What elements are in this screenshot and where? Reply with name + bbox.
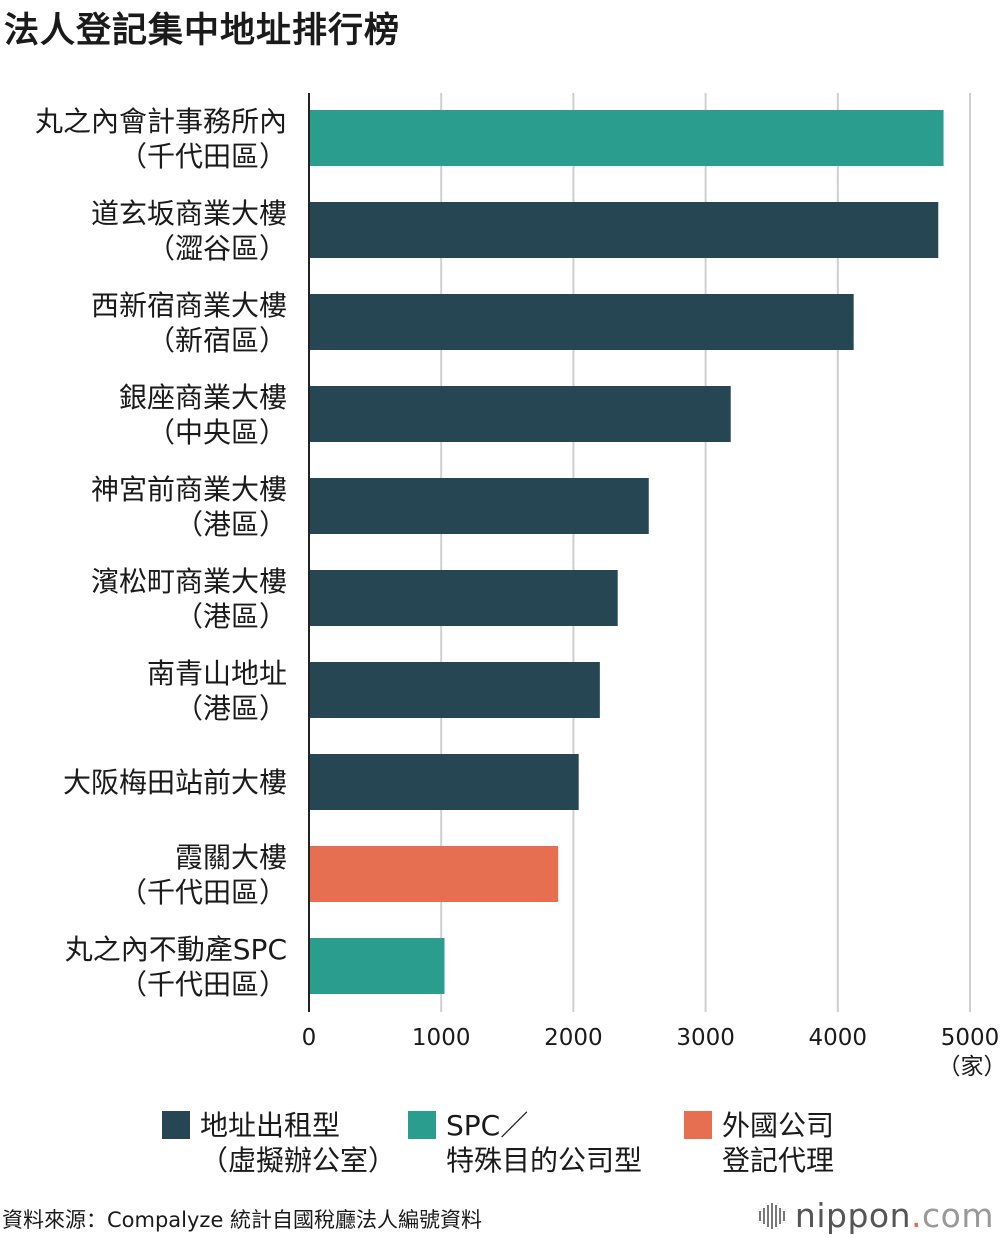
category-label-8: 霞關大樓 [175, 841, 287, 874]
bar-3 [309, 386, 731, 442]
category-sublabel-4: （港區） [175, 508, 287, 541]
logo-dot: . [911, 1196, 923, 1235]
legend-swatch-foreign-company [684, 1111, 712, 1139]
legend-label-spc: SPC／ 特殊目的公司型 [446, 1109, 643, 1177]
category-sublabel-1: （澀谷區） [147, 232, 287, 265]
bar-6 [309, 662, 600, 718]
bar-8 [309, 846, 559, 902]
category-label-1: 道玄坂商業大樓 [91, 197, 287, 230]
x-tick-label-4000: 4000 [809, 1025, 868, 1051]
bar-9 [309, 938, 445, 994]
category-label-6: 南青山地址 [147, 657, 287, 690]
category-sublabel-8: （千代田區） [119, 876, 287, 909]
bar-4 [309, 478, 649, 534]
category-sublabel-9: （千代田區） [119, 968, 287, 1001]
logo-suffix: com [922, 1196, 994, 1235]
legend-label-foreign-company: 外國公司 登記代理 [722, 1109, 835, 1177]
category-sublabel-6: （港區） [175, 692, 287, 725]
category-label-7: 大阪梅田站前大樓 [63, 766, 287, 799]
legend-swatch-spc [408, 1111, 436, 1139]
category-label-9: 丸之內不動產SPC [65, 933, 287, 966]
bar-chart: 0 1000 2000 3000 4000 5000（家）丸之內會計事務所內（千代田區）道… [35, 93, 1000, 1080]
legend-item-address-rental: 地址出租型 （虛擬辦公室） [162, 1108, 396, 1178]
category-label-0: 丸之內會計事務所內 [35, 105, 287, 138]
bar-0 [309, 110, 944, 166]
legend-item-foreign-company: 外國公司 登記代理 [684, 1108, 834, 1178]
category-sublabel-5: （港區） [175, 600, 287, 633]
logo-name: nippon [794, 1196, 912, 1235]
legend-label-address-rental: 地址出租型 （虛擬辦公室） [200, 1109, 397, 1177]
category-sublabel-2: （新宿區） [147, 324, 287, 357]
x-axis-unit: （家） [938, 1054, 1000, 1080]
x-tick-label-5000: 5000 [941, 1025, 1000, 1051]
bar-1 [309, 202, 939, 258]
legend-item-spc: SPC／ 特殊目的公司型 [408, 1108, 642, 1178]
x-tick-label-1000: 1000 [412, 1025, 471, 1051]
bar-5 [309, 570, 618, 626]
chart-title: 法人登記集中地址排行榜 [4, 11, 401, 51]
legend: 地址出租型 （虛擬辦公室） SPC／ 特殊目的公司型 外國公司 登記代理 [0, 1108, 1000, 1188]
x-tick-label-2000: 2000 [544, 1025, 603, 1051]
x-tick-label-3000: 3000 [676, 1025, 735, 1051]
source-note: 資料來源：Compalyze 統計自國稅廳法人編號資料 [2, 1208, 483, 1232]
category-label-2: 西新宿商業大樓 [91, 289, 287, 322]
bar-7 [309, 754, 579, 810]
category-label-5: 濱松町商業大樓 [91, 565, 287, 598]
category-sublabel-0: （千代田區） [119, 140, 287, 173]
nippon-logo[interactable]: nippon. com [758, 1196, 994, 1235]
category-sublabel-3: （中央區） [147, 416, 287, 449]
logo-bars-icon [758, 1202, 787, 1229]
legend-swatch-address-rental [162, 1111, 190, 1139]
category-label-3: 銀座商業大樓 [119, 381, 287, 414]
category-label-4: 神宮前商業大樓 [91, 473, 287, 506]
x-tick-label-0: 0 [302, 1025, 317, 1051]
bar-2 [309, 294, 854, 350]
